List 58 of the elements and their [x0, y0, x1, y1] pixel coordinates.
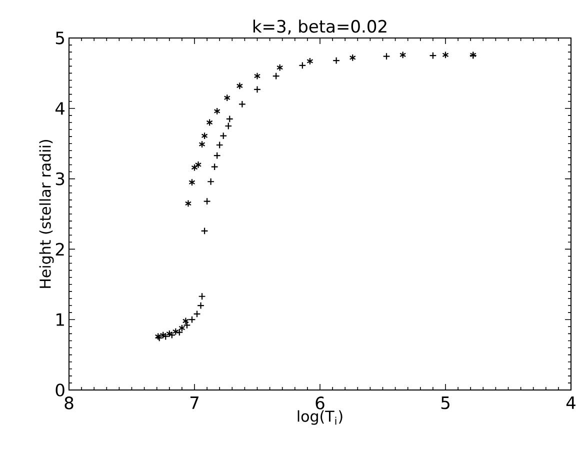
y-tick-label: 3: [56, 172, 64, 186]
point: [176, 328, 184, 336]
point: [166, 330, 173, 338]
point: [160, 331, 166, 339]
point: [298, 62, 306, 70]
point: [220, 132, 228, 140]
point: [238, 100, 246, 108]
point: [168, 331, 176, 339]
point: [207, 178, 215, 186]
point: [429, 52, 437, 60]
point: [188, 178, 196, 186]
point: [188, 316, 196, 324]
point: [224, 94, 230, 102]
x-axis-title: log(T$_{i}$): [298, 410, 342, 425]
point: [276, 64, 284, 72]
point: [206, 118, 213, 126]
point: [226, 115, 234, 123]
x-tick-label: 5: [441, 396, 450, 410]
point: [210, 163, 218, 171]
point: [349, 54, 356, 62]
point: [254, 72, 261, 80]
y-tick-label: 0: [56, 384, 64, 396]
point: [216, 141, 224, 149]
point: [332, 56, 340, 64]
x-tick-label: 4: [566, 396, 576, 409]
point: [236, 82, 243, 90]
y-tick-label: 1: [56, 313, 64, 326]
x-tick-label: 6: [316, 396, 324, 410]
point: [214, 107, 220, 115]
x-tick-label: 7: [190, 396, 198, 409]
point: [182, 317, 190, 325]
point: [382, 52, 390, 60]
y-axis-title: Height (stellar radii): [39, 140, 54, 288]
point: [306, 57, 314, 65]
chart-title: k=3, beta=0.02: [253, 20, 386, 34]
point: [193, 310, 201, 318]
y-tick-label: 4: [55, 102, 65, 115]
point: [253, 86, 261, 94]
point: [191, 164, 198, 172]
point: [154, 332, 162, 340]
point: [198, 292, 206, 300]
point: [213, 152, 221, 160]
point: [203, 198, 211, 206]
point: [178, 324, 186, 332]
point: [201, 132, 208, 140]
point: [224, 122, 232, 130]
point: [184, 200, 192, 208]
point: [183, 321, 191, 329]
y-tick-label: 2: [56, 242, 64, 256]
point: [198, 140, 206, 148]
x-tick-label: 8: [64, 396, 74, 410]
point: [194, 160, 202, 168]
point: [197, 302, 205, 310]
y-tick-label: 5: [56, 32, 64, 44]
point: [272, 72, 280, 80]
point: [400, 51, 406, 59]
point: [200, 227, 208, 235]
point: [442, 51, 449, 59]
